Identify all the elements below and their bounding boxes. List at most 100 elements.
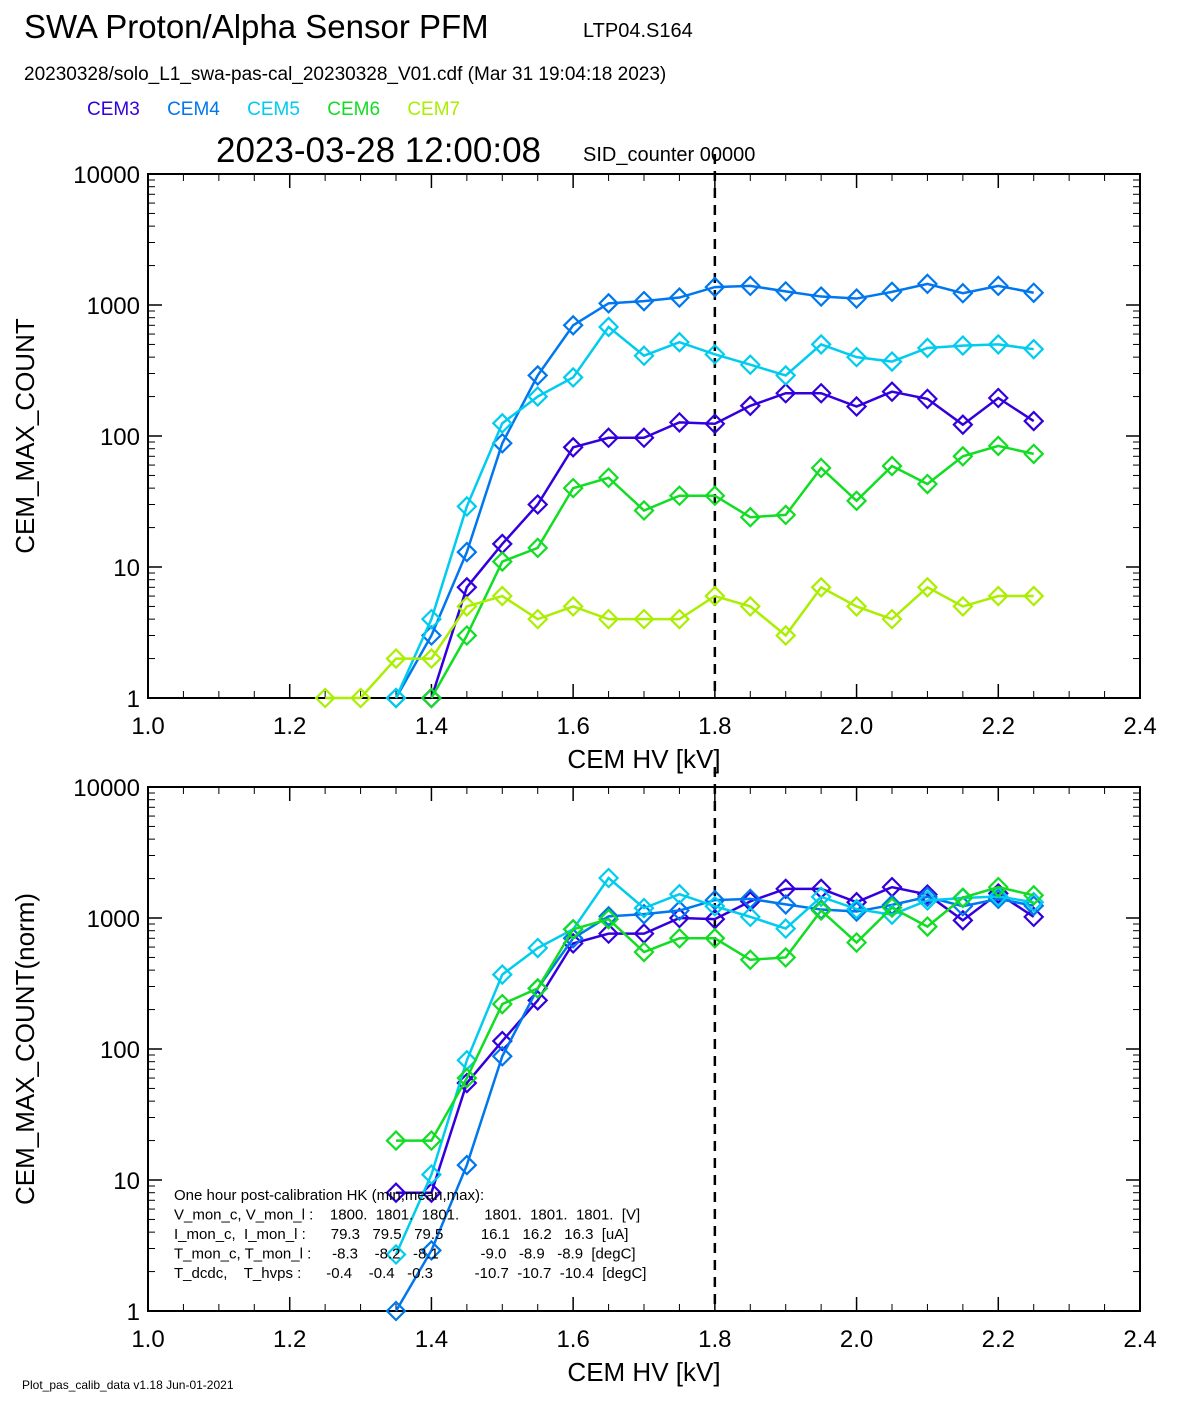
y-tick-label: 100 (100, 1037, 140, 1064)
data-point (491, 1030, 513, 1052)
data-point (775, 878, 797, 900)
data-point (1023, 895, 1045, 917)
data-point (527, 608, 549, 630)
data-point (1023, 443, 1045, 465)
series-cem3 (420, 381, 1045, 709)
data-point (846, 346, 868, 368)
data-point (527, 977, 549, 999)
x-tick-label: 1.6 (556, 1326, 589, 1353)
data-point (385, 1130, 407, 1152)
data-point (598, 908, 620, 930)
data-point (775, 918, 797, 940)
data-point (491, 993, 513, 1015)
data-point (456, 1067, 478, 1089)
x-tick-label: 1.8 (698, 1326, 731, 1353)
x-tick-label: 2.2 (982, 713, 1015, 740)
data-point (633, 499, 655, 522)
legend-item-cem3: CEM3 (87, 99, 140, 120)
data-point (598, 316, 620, 338)
data-point (916, 273, 938, 295)
data-point (456, 1154, 478, 1176)
annotation-line: T_dcdc, T_hvps : -0.4 -0.4 -0.3 -10.7 -1… (174, 1265, 646, 1282)
data-point (598, 427, 620, 449)
series-line (325, 585, 1034, 700)
data-point (881, 455, 903, 477)
data-point (1023, 410, 1045, 432)
data-point (668, 608, 690, 630)
series-cem6 (420, 435, 1045, 709)
sid-counter: SID_counter 00000 (583, 144, 756, 166)
data-point (385, 1182, 407, 1204)
data-point (739, 506, 761, 528)
data-point (527, 493, 549, 516)
data-point (810, 333, 832, 355)
data-point (846, 900, 868, 923)
data-point (775, 280, 797, 302)
data-point (633, 345, 655, 367)
data-point (704, 895, 726, 917)
series-line (394, 282, 1034, 699)
data-point (633, 941, 655, 963)
data-point (1023, 282, 1045, 304)
data-point (668, 899, 690, 922)
data-point (1023, 338, 1045, 360)
data-point (562, 314, 584, 336)
data-point (420, 1239, 442, 1261)
data-point (739, 906, 761, 928)
data-point (704, 889, 726, 911)
data-point (916, 886, 938, 908)
y-tick-label: 100 (100, 424, 140, 451)
data-point (916, 337, 938, 359)
data-point (952, 414, 974, 436)
data-point (952, 909, 974, 931)
x-tick-label: 1.2 (273, 713, 306, 740)
data-point (1023, 906, 1045, 928)
data-point (562, 477, 584, 499)
data-point (810, 576, 832, 598)
data-point (704, 585, 726, 607)
data-point (491, 551, 513, 573)
series-line (394, 876, 1034, 1255)
series-cem7 (314, 576, 1045, 709)
chart-title: SWA Proton/Alpha Sensor PFM (24, 8, 489, 45)
footer-version: Plot_pas_calib_data v1.18 Jun-01-2021 (22, 1378, 234, 1392)
annotation-line: V_mon_c, V_mon_l : 1800. 1801. 1801. 180… (174, 1207, 640, 1224)
plot-2: 1.0 1.2 1.4 1.6 1.8 2.0 2.2 2.4 1 10 100 1000 10000 C… (10, 767, 1157, 1387)
data-point (704, 927, 726, 949)
series-line (394, 895, 1034, 1312)
data-point (916, 388, 938, 410)
data-point (527, 537, 549, 559)
data-point (598, 292, 620, 314)
data-point (456, 541, 478, 563)
data-point (810, 899, 832, 922)
legend-item-cem4: CEM4 (167, 99, 220, 120)
data-point (668, 883, 690, 905)
y-axis-title: CEM_MAX_COUNT(norm) (10, 893, 40, 1205)
data-point (739, 395, 761, 417)
annotation-line: One hour post-calibration HK (min,mean,m… (174, 1187, 484, 1204)
series-line (396, 885, 1035, 1194)
data-point (881, 381, 903, 403)
hk-annotation: One hour post-calibration HK (min,mean,m… (174, 1187, 646, 1282)
data-point (846, 395, 868, 418)
y-tick-label: 10000 (73, 162, 140, 189)
legend-item-cem5: CEM5 (247, 99, 300, 120)
data-point (987, 876, 1009, 898)
data-point (598, 923, 620, 945)
data-point (916, 473, 938, 495)
x-tick-label: 2.4 (1123, 713, 1156, 740)
data-point (633, 427, 655, 449)
data-point (881, 608, 903, 630)
x-tick-label: 1.0 (131, 1326, 164, 1353)
chart-subtitle: LTP04.S164 (583, 20, 693, 42)
data-point (385, 1243, 407, 1266)
data-point (846, 490, 868, 512)
data-point (739, 949, 761, 971)
data-point (314, 687, 336, 709)
data-point (633, 897, 655, 919)
data-point (562, 918, 584, 940)
data-point (491, 1045, 513, 1067)
timestamp: 2023-03-28 12:00:08 (216, 131, 541, 170)
data-point (987, 435, 1009, 457)
